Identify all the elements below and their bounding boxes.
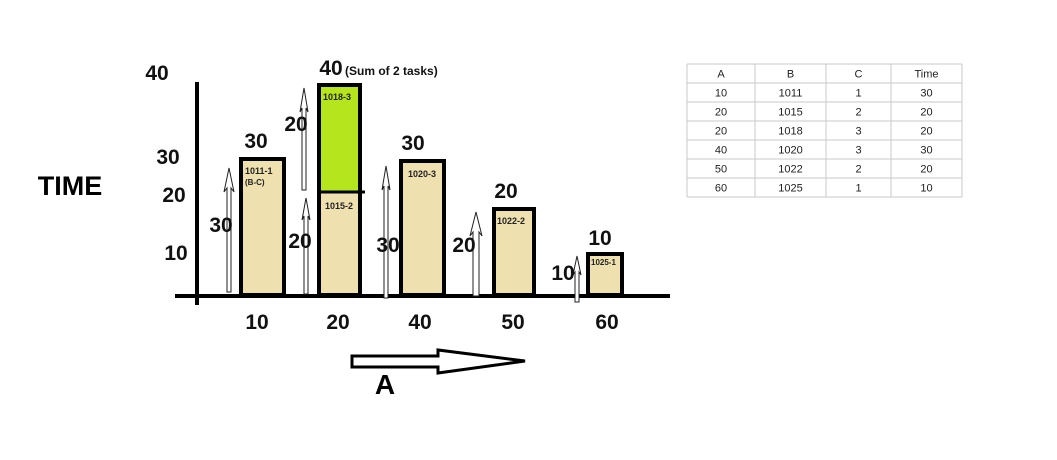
task-label: 1018-3	[323, 92, 351, 102]
task-label: 1015-2	[325, 201, 353, 211]
x-axis-title: A	[375, 369, 395, 400]
table-cell: 10	[920, 182, 932, 194]
y-label: 30	[156, 146, 179, 169]
arrow-label: 30	[209, 214, 232, 237]
y-label: 20	[162, 184, 185, 207]
table-cell: 1025	[778, 182, 802, 194]
duration-arrow	[301, 197, 311, 295]
x-label: 20	[326, 311, 349, 334]
table-cell: 40	[715, 144, 727, 156]
task-label: 1025-1	[591, 258, 616, 267]
table-cell: 30	[920, 87, 932, 99]
table-header: C	[855, 68, 863, 80]
bar-top-label: 20	[494, 180, 517, 203]
x-direction-arrow	[350, 348, 526, 375]
table-cell: 10	[715, 87, 727, 99]
table-cell: 30	[920, 144, 932, 156]
arrow-label: 10	[551, 262, 574, 285]
table-cell: 60	[715, 182, 727, 194]
table-cell: 2	[855, 163, 861, 175]
x-label: 10	[245, 311, 268, 334]
task-note: (B-C)	[245, 178, 265, 187]
table-cell: 1011	[779, 87, 803, 99]
arrow-label: 20	[452, 234, 475, 257]
bar	[399, 159, 446, 297]
task-label: 1022-2	[497, 216, 525, 226]
table-cell: 3	[855, 144, 861, 156]
x-label: 40	[408, 311, 431, 334]
bar-segment-top	[321, 87, 358, 192]
table-cell: 1	[855, 87, 861, 99]
duration-arrow	[223, 167, 235, 293]
table-cell: 1020	[778, 144, 802, 156]
bar-top-note: (Sum of 2 tasks)	[345, 64, 438, 78]
table-cell: 20	[920, 163, 932, 175]
y-axis-title: TIME	[38, 171, 103, 201]
table-cell: 20	[920, 125, 932, 137]
table-cell: 50	[715, 163, 727, 175]
table-cell: 20	[715, 125, 727, 137]
bar	[586, 252, 624, 297]
table-cell: 3	[855, 125, 861, 137]
y-label: 10	[164, 242, 187, 265]
y-label: 40	[145, 62, 168, 85]
arrow-label: 30	[376, 234, 399, 257]
arrow-label: 20	[288, 230, 311, 253]
table-cell: 1015	[778, 106, 802, 118]
table-cell: 20	[715, 106, 727, 118]
table-header: A	[717, 68, 725, 80]
table-cell: 20	[920, 106, 932, 118]
x-label: 50	[501, 311, 524, 334]
table-cell: 1022	[778, 163, 802, 175]
bar-top-label: 10	[588, 227, 611, 250]
duration-arrow	[381, 165, 391, 299]
bar	[492, 207, 536, 297]
bar-top-label: 30	[401, 132, 424, 155]
table-header: Time	[914, 68, 938, 80]
table-cell: 1018	[778, 125, 802, 137]
task-label: 1020-3	[408, 169, 436, 179]
bar-top-label: 40	[319, 57, 342, 80]
bar-top-label: 30	[244, 130, 267, 153]
duration-arrow	[572, 255, 582, 303]
duration-arrow	[299, 87, 309, 191]
table-header: B	[787, 68, 794, 80]
arrow-label: 20	[284, 113, 307, 136]
task-label: 1011-1	[245, 166, 273, 176]
duration-arrow	[469, 211, 483, 297]
table-cell: 2	[855, 106, 861, 118]
table-cell: 1	[855, 182, 861, 194]
x-label: 60	[595, 311, 618, 334]
